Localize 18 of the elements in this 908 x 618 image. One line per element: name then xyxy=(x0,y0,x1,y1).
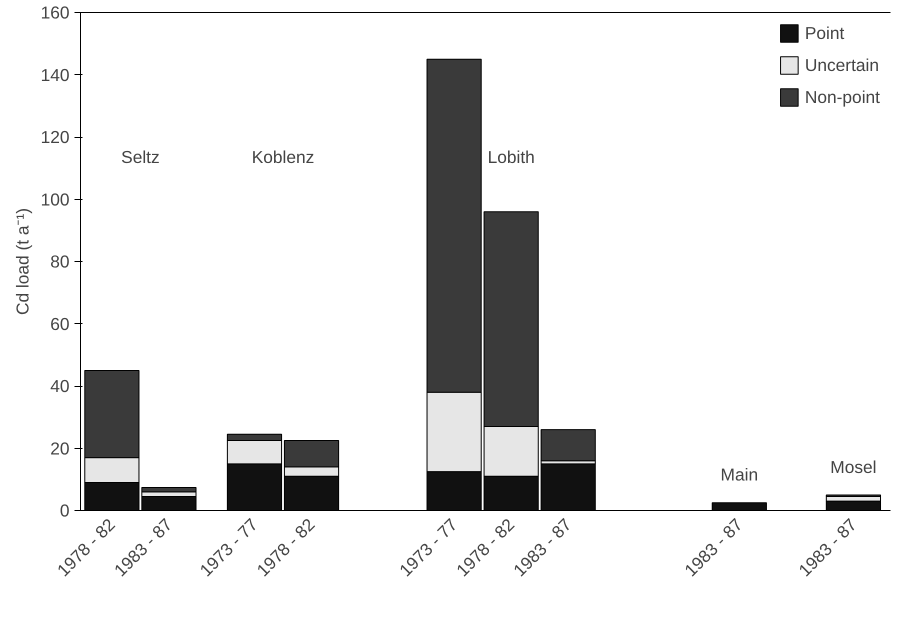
legend-label: Point xyxy=(804,22,844,44)
y-tick-label: 100 xyxy=(40,189,70,210)
y-tick-label: 140 xyxy=(40,64,70,85)
legend-label: Non-point xyxy=(804,86,880,108)
annotation: Seltz xyxy=(121,146,160,167)
y-tick-label: 0 xyxy=(60,500,70,520)
y-tick-label: 20 xyxy=(50,438,70,458)
y-tick-label: 40 xyxy=(50,376,70,396)
annotation: Main xyxy=(720,464,758,485)
y-axis-title: Cd load (t a⁻¹) xyxy=(12,208,33,316)
annotation: Lobith xyxy=(488,146,535,167)
annotation: Koblenz xyxy=(252,146,314,167)
y-tick-label: 120 xyxy=(40,127,70,147)
y-tick-label: 160 xyxy=(40,2,70,22)
y-tick-label: 80 xyxy=(50,252,70,272)
annotation: Mosel xyxy=(830,456,877,477)
y-tick-label: 60 xyxy=(50,314,70,334)
legend-label: Uncertain xyxy=(804,54,880,76)
